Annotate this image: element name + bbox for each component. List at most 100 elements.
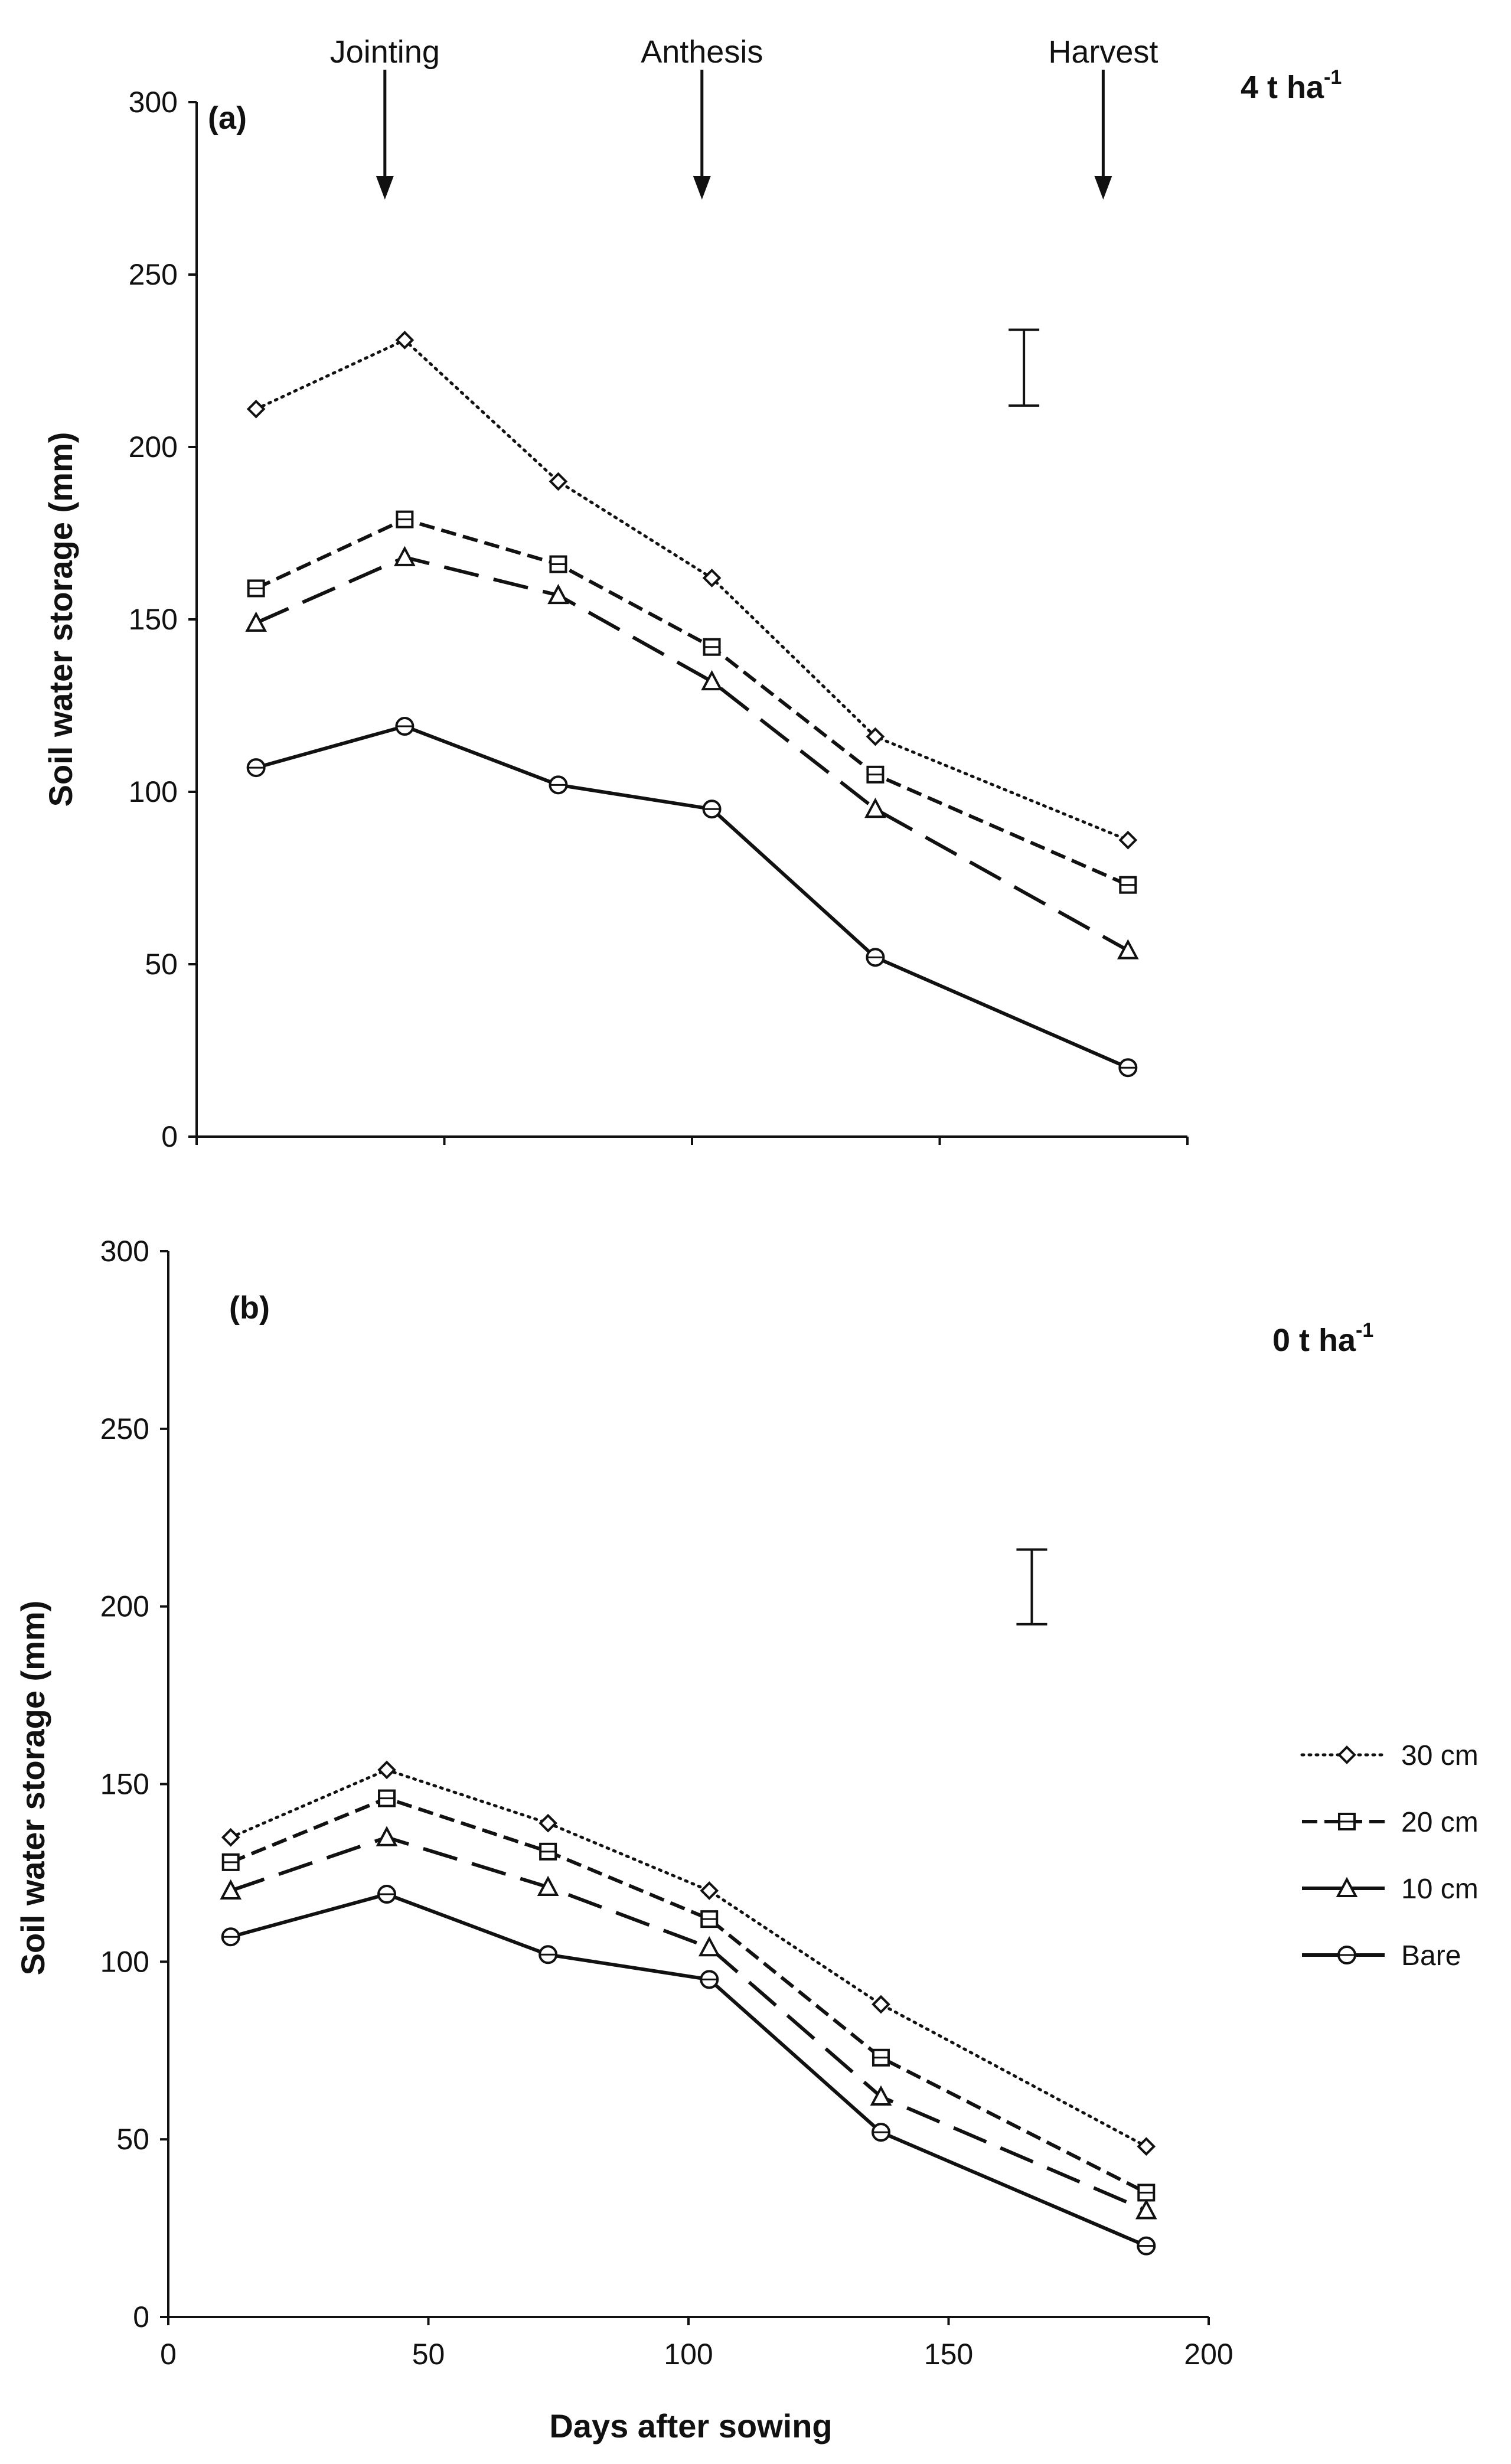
legend-entry-bare: Bare: [1302, 1940, 1461, 1972]
panel-a-series-10-cm-point-1: [394, 546, 416, 566]
panel-a-series-30-cm-line: [254, 338, 1130, 842]
panel-b-series-bare-point-4: [871, 2123, 890, 2142]
panel-a-series-bare-point-2: [549, 775, 568, 795]
panel-b-series-10-cm-point-5: [1135, 2199, 1157, 2220]
panel-a-series-20-cm: [247, 510, 1137, 894]
panel-b-series-10-cm-point-2: [537, 1875, 559, 1896]
panel-b-series-bare-point-0: [221, 1927, 240, 1947]
panel-b-series-20-cm-point-0: [221, 1853, 240, 1871]
panel-a-error-bar: [1009, 328, 1040, 407]
panel-b-treatment-superscript: -1: [1356, 1319, 1373, 1342]
panel-b-y-tick-label-5: 250: [100, 1412, 149, 1445]
panel-b-series-10-cm-point-3: [698, 1936, 720, 1957]
panel-a-y-tick-label-4: 200: [129, 430, 178, 464]
panel-b-series-20-cm-point-4: [872, 2048, 890, 2067]
panel-b-y-axis-title: Soil water storage (mm): [14, 1601, 51, 1976]
panel-b-series-10-cm-point-4: [870, 2085, 892, 2106]
panel-b-series-20-cm-point-2: [539, 1842, 557, 1861]
panel-b-series-bare-point-2: [539, 1945, 558, 1964]
panel-a-series-20-cm-point-0: [247, 579, 265, 598]
panel-b-y-tick-label-4: 200: [100, 1590, 149, 1623]
panel-b-series-bare-line: [230, 1892, 1147, 2248]
panel-a-series-10-cm-point-2: [547, 583, 569, 605]
stage-marker-jointing: Jointing: [330, 34, 440, 200]
panel-b-series-10-cm-line: [230, 1835, 1147, 2212]
panel-b-error-bar: [1016, 1548, 1047, 1626]
panel-b-x-tick-label-0: 0: [160, 2338, 177, 2371]
panel-a-y-tick-label-2: 100: [129, 775, 178, 808]
panel-a-series-30-cm-point-0: [246, 399, 266, 419]
stage-marker-harvest-label: Harvest: [1048, 34, 1158, 70]
panel-b-series-30-cm-point-5: [1137, 2137, 1156, 2156]
panel-a-series-10-cm-point-3: [701, 670, 723, 691]
panel-a-series-bare-point-5: [1118, 1058, 1138, 1078]
panel-b-series-30-cm-point-1: [377, 1760, 396, 1780]
panel-b-series-20-cm-point-5: [1137, 2184, 1156, 2202]
legend: 30 cm 20 cm 10 cm Bare: [1300, 1740, 1479, 1972]
panel-b-treatment-text: 0 t ha: [1272, 1323, 1356, 1358]
panel-b-x-tick-label-4: 200: [1184, 2338, 1233, 2371]
panel-a-series-10-cm: [245, 546, 1139, 960]
panel-b-series-30-cm-point-4: [872, 1995, 890, 2014]
panel-b-series-bare: [221, 1885, 1156, 2256]
legend-label-20-cm: 20 cm: [1401, 1807, 1479, 1838]
panel-b-y-tick-label-0: 0: [133, 2300, 149, 2334]
panel-a-series-bare: [246, 717, 1138, 1078]
stage-marker-jointing-label: Jointing: [330, 34, 440, 70]
panel-a-series-30-cm-point-1: [395, 331, 415, 350]
legend-entry-10-cm: 10 cm: [1302, 1874, 1479, 1905]
panel-a-treatment-superscript: -1: [1324, 66, 1342, 89]
legend-label-30-cm: 30 cm: [1401, 1740, 1479, 1771]
panel-b-series-20-cm-point-1: [378, 1789, 396, 1807]
panel-b-x-tick-label-3: 150: [924, 2338, 973, 2371]
panel-b-y-tick-label-2: 100: [100, 1945, 149, 1978]
panel-a-series-10-cm-line: [255, 555, 1129, 952]
panel-b-x-tick-label-2: 100: [664, 2338, 713, 2371]
panel-b-series-30-cm-line: [229, 1768, 1148, 2148]
panel-a-series: [245, 331, 1139, 1078]
stage-markers: Jointing Anthesis Harvest: [330, 34, 1158, 200]
panel-a-y-axis-title: Soil water storage (mm): [42, 432, 79, 807]
panel-b-series-20-cm-line: [230, 1796, 1147, 2195]
panel-a-series-20-cm-point-1: [396, 510, 414, 528]
panel-a-series-bare-point-4: [866, 948, 885, 967]
panel-a-series-20-cm-point-3: [703, 638, 721, 656]
panel-a-series-30-cm-point-5: [1118, 830, 1138, 850]
panel-a-series-10-cm-point-0: [245, 611, 267, 632]
panel-b-series-bare-point-1: [377, 1885, 397, 1904]
panel-a-y-tick-labels: 0 50 100 150 200 250 300: [129, 86, 178, 1153]
legend-marker-30-cm: [1337, 1745, 1356, 1764]
panel-a-y-tick-label-5: 250: [129, 258, 178, 291]
panel-a-series-30-cm-point-2: [549, 472, 568, 491]
panel-a-treatment-text: 4 t ha: [1241, 70, 1324, 105]
panel-a-series-bare-point-3: [702, 799, 722, 819]
panel-b-series-30-cm: [221, 1760, 1156, 2156]
stage-marker-jointing-arrow-head: [376, 176, 394, 200]
legend-label-bare: Bare: [1401, 1940, 1461, 1972]
panel-a-y-tick-label-1: 50: [145, 948, 178, 981]
panel-b-x-tick-label-1: 50: [412, 2338, 445, 2371]
panel-b-label: (b): [229, 1290, 270, 1326]
panel-b-y-tick-label-1: 50: [116, 2123, 149, 2156]
panel-b-y-tick-labels: 0 50 100 150 200 250 300: [100, 1235, 149, 2334]
panel-b-series-30-cm-point-3: [700, 1881, 719, 1900]
panel-a-y-tick-label-3: 150: [129, 603, 178, 636]
panel-a: 0 50 100 150 200 250 300 Soil water storage (m…: [42, 34, 1342, 1153]
panel-b-series-10-cm-point-1: [376, 1826, 398, 1846]
panel-b-series-30-cm-point-2: [539, 1813, 557, 1833]
panel-a-series-bare-point-1: [395, 717, 415, 736]
panel-b-x-tick-labels: 0 50 100 150 200: [160, 2338, 1233, 2371]
panel-a-series-bare-point-0: [246, 758, 266, 778]
panel-a-y-tick-label-0: 0: [161, 1120, 178, 1153]
stage-marker-anthesis-label: Anthesis: [641, 34, 763, 70]
panel-a-series-20-cm-line: [255, 517, 1129, 887]
legend-label-10-cm: 10 cm: [1401, 1874, 1479, 1905]
panel-b-x-axis-title: Days after sowing: [549, 2407, 832, 2445]
panel-a-label: (a): [208, 100, 247, 136]
panel-b: 0 50 100 150 200 250 300 0 50 100 150 200 Soil wat…: [14, 1235, 1479, 2445]
panel-b-series-10-cm: [220, 1826, 1157, 2220]
legend-marker-bare: [1337, 1946, 1356, 1964]
stage-marker-harvest: Harvest: [1048, 34, 1158, 200]
legend-entry-30-cm: 30 cm: [1300, 1740, 1479, 1771]
